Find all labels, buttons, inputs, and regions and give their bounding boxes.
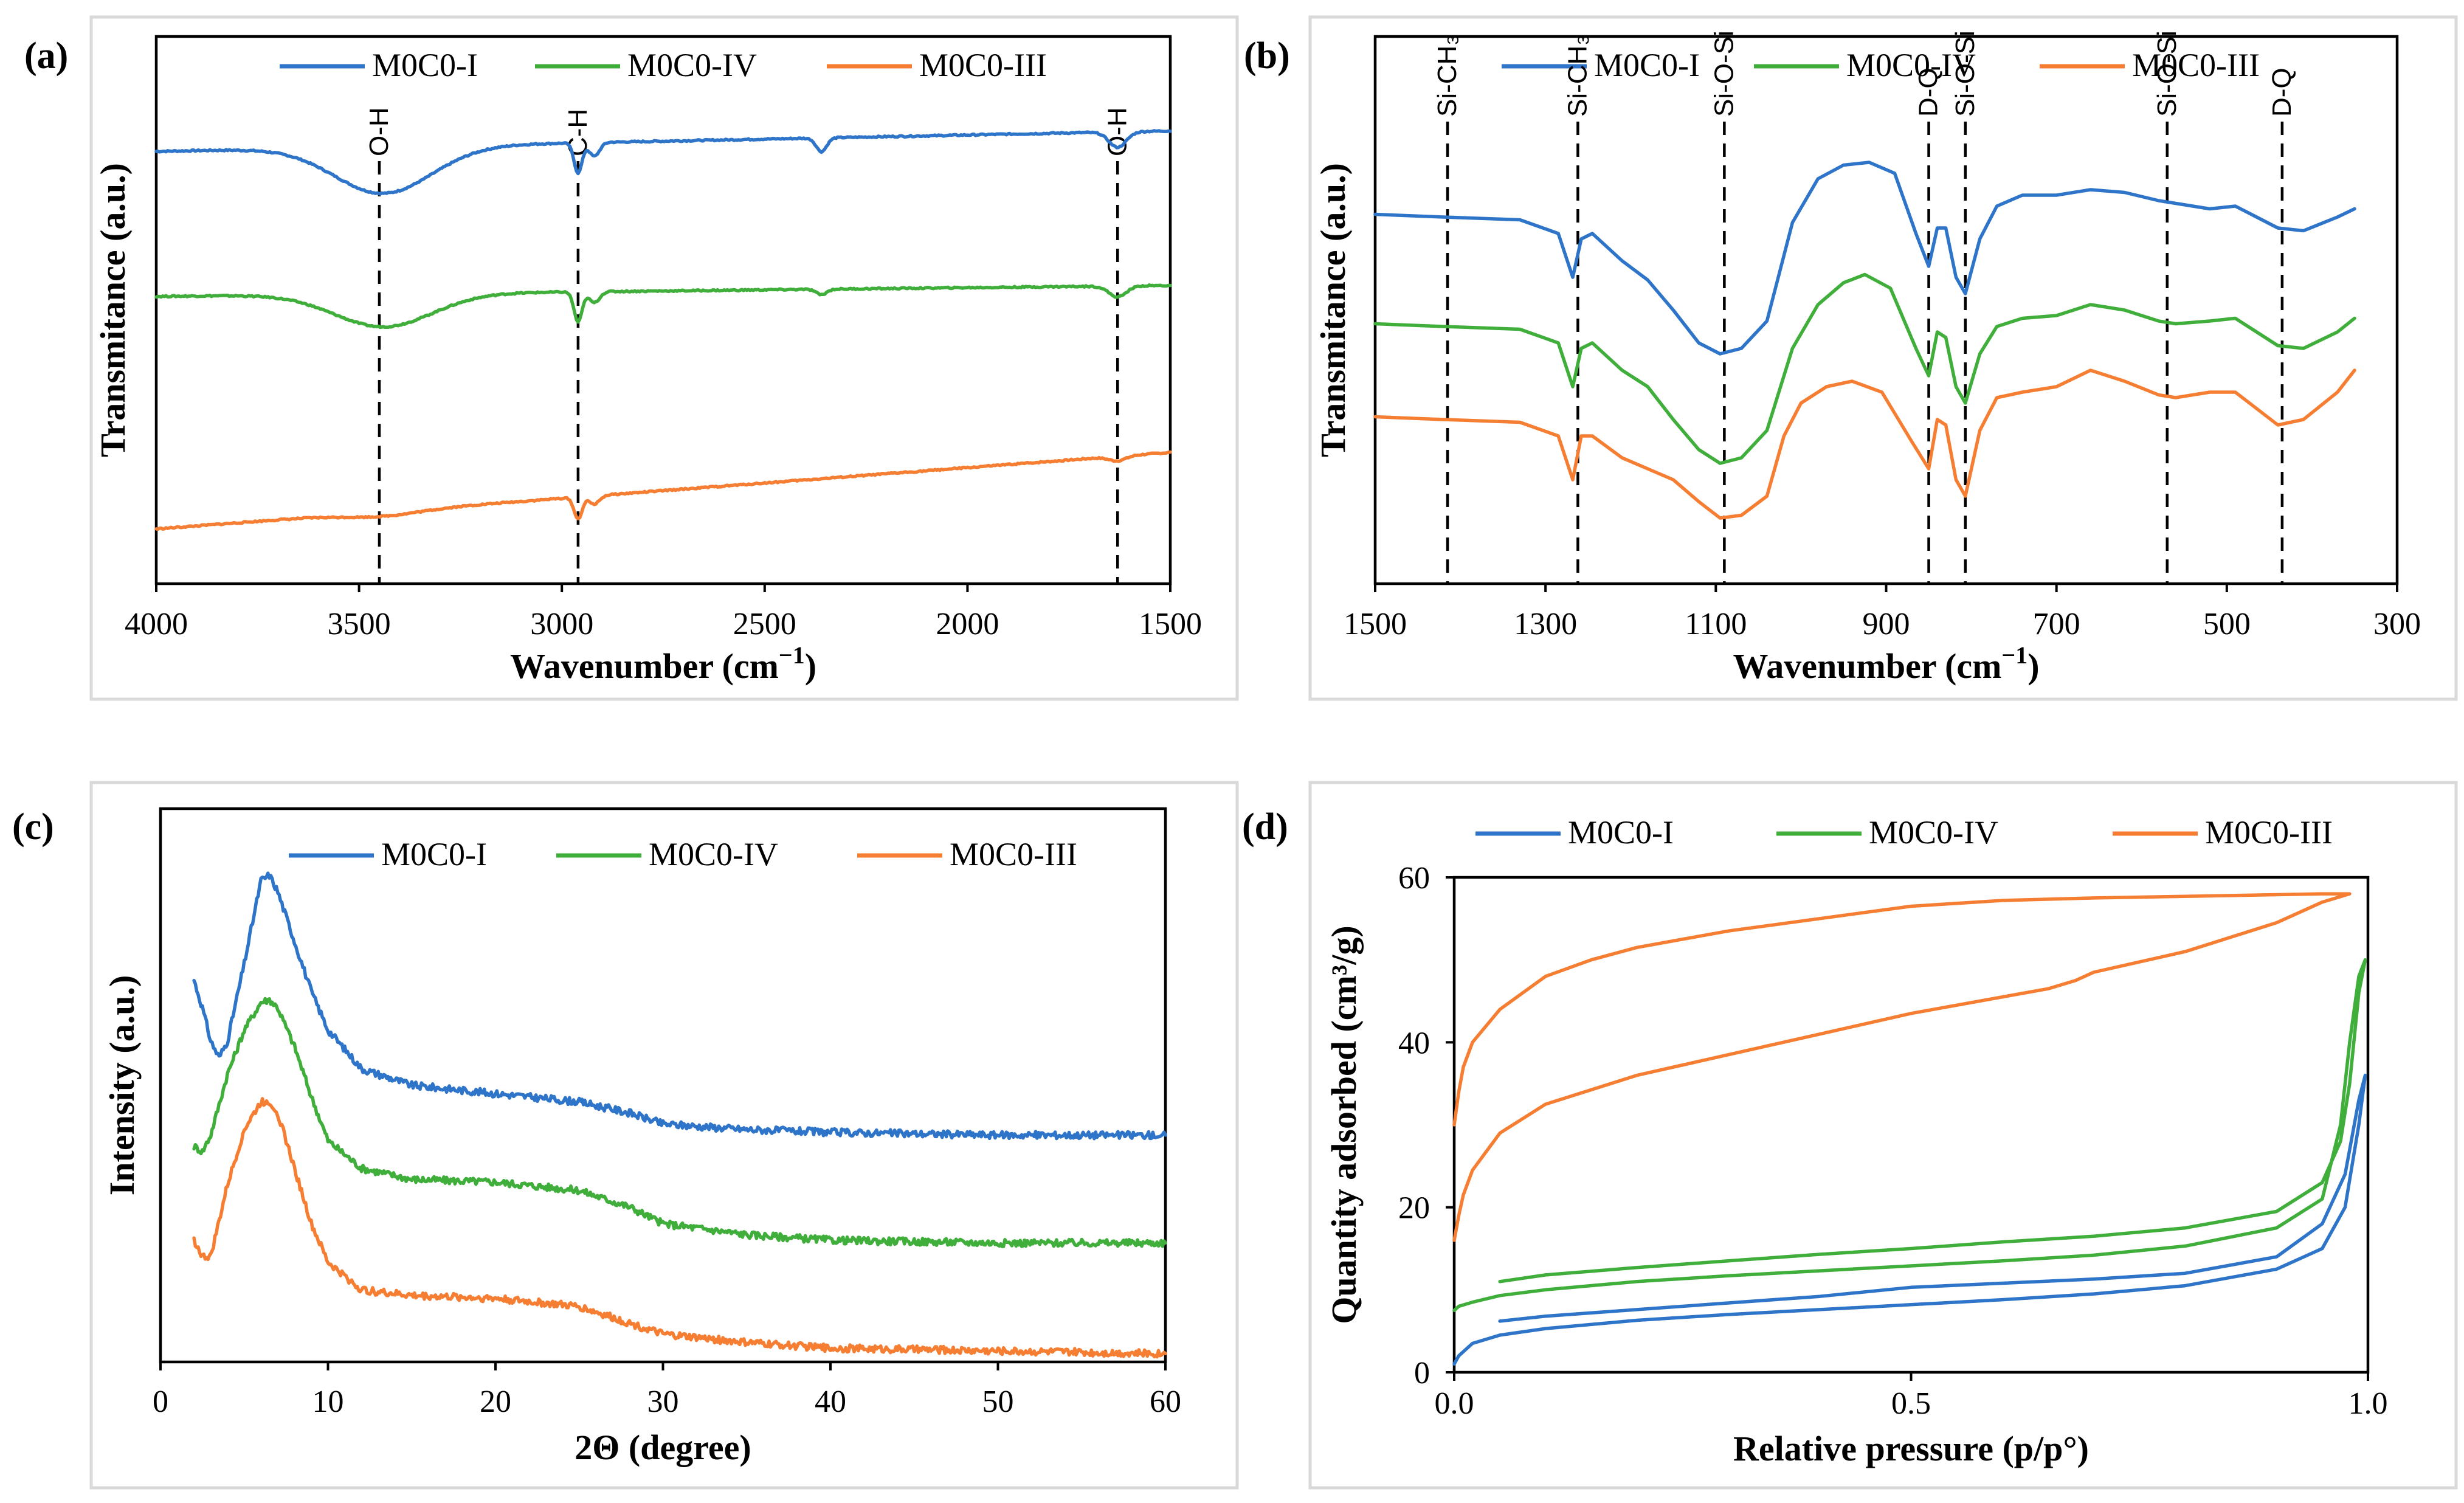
y-axis-title-d: Quantity adsorbed (cm³/g) xyxy=(1324,925,1364,1324)
panel-d-frame xyxy=(1308,781,2458,1490)
x-tick-label-a: 3500 xyxy=(328,607,391,641)
series-line-b-M0C0-IV xyxy=(1373,272,2356,465)
legend-label-a-2: M0C0-III xyxy=(919,47,1047,83)
x-tick-label-b: 1500 xyxy=(1344,607,1407,641)
x-tick-label-c: 20 xyxy=(480,1384,511,1419)
x-tick-label-b: 300 xyxy=(2373,607,2421,641)
x-axis-title-c: 2Θ (degree) xyxy=(575,1428,751,1467)
x-axis-title-d: Relative pressure (p/p°) xyxy=(1733,1429,2089,1468)
x-tick-label-b: 1100 xyxy=(1685,607,1747,641)
chart-panel-d: (d) 0.0 0.5 1.0 0 20 40 60 Relative pressure (p/… xyxy=(1242,806,2388,1468)
annotation-label-b-4: Si-O-Si xyxy=(1950,30,1980,117)
legend-label-d-0: M0C0-I xyxy=(1568,814,1674,851)
x-tick-label-a: 2500 xyxy=(733,607,796,641)
legend-label-d-1: M0C0-IV xyxy=(1869,814,1998,851)
series-line-a-M0C0-IV xyxy=(154,283,1172,330)
x-axis-title-end-a: ) xyxy=(805,646,816,686)
annotation-label-a-1: C-H xyxy=(563,109,593,156)
x-tick-label-d: 0.5 xyxy=(1891,1386,1931,1421)
legend-label-c-0: M0C0-I xyxy=(381,836,487,872)
series-line-b-M0C0-III xyxy=(1373,368,2356,520)
annotation-label-b-5: Si-O-Si xyxy=(2152,30,2182,117)
series-line-b-M0C0-I xyxy=(1373,161,2356,356)
panel-b-frame xyxy=(1308,15,2458,701)
series-line-a-M0C0-I xyxy=(154,129,1172,196)
x-axis-title-a: Wavenumber (cm−1) xyxy=(510,641,816,686)
annotation-label-b-0: Si-CH₃ xyxy=(1432,35,1462,117)
x-tick-label-c: 0 xyxy=(153,1384,168,1419)
x-tick-label-b: 900 xyxy=(1863,607,1910,641)
y-tick-label-d: 20 xyxy=(1398,1191,1430,1226)
chart-panel-a: (a) 4000 3500 3000 2500 2000 1500 Wavenumber (c… xyxy=(24,35,1202,686)
chart-panel-c: (c) 0 10 20 30 40 50 60 2Θ (degree) Intensity (a.… xyxy=(12,806,1181,1467)
y-axis-title-c: Intensity (a.u.) xyxy=(102,975,142,1196)
x-axis-title-b: Wavenumber (cm−1) xyxy=(1733,641,2039,686)
y-tick-label-d: 0 xyxy=(1414,1356,1430,1391)
y-axis-title-a: Transmitance (a.u.) xyxy=(93,163,133,457)
y-tick-label-d: 60 xyxy=(1398,861,1430,896)
y-tick-label-d: 40 xyxy=(1398,1026,1430,1060)
annotation-label-b-1: Si-CH₃ xyxy=(1562,35,1592,117)
x-tick-label-c: 60 xyxy=(1150,1384,1181,1419)
x-tick-label-a: 1500 xyxy=(1139,607,1202,641)
x-tick-label-d: 0.0 xyxy=(1435,1386,1474,1421)
x-tick-label-a: 2000 xyxy=(936,607,999,641)
legend-label-d-2: M0C0-III xyxy=(2205,814,2333,851)
legend-label-b-0: M0C0-I xyxy=(1594,47,1700,83)
panel-label-d: (d) xyxy=(1242,806,1288,848)
legend-label-a-1: M0C0-IV xyxy=(627,47,757,83)
legend-label-b-2: M0C0-III xyxy=(2132,47,2260,83)
y-axis-title-b: Transmitance (a.u.) xyxy=(1313,163,1353,457)
panel-label-c: (c) xyxy=(12,806,54,848)
legend-label-c-2: M0C0-III xyxy=(950,836,1077,872)
series-line-c-M0C0-I xyxy=(192,871,1167,1141)
x-tick-label-b: 700 xyxy=(2033,607,2080,641)
x-axis-title-sup-b: −1 xyxy=(2001,641,2027,669)
chart-panel-b: (b) 1500 1300 1100 900 700 500 300 Wavenumber (c… xyxy=(1244,30,2421,686)
x-axis-title-sup-a: −1 xyxy=(779,641,805,669)
x-tick-label-a: 3000 xyxy=(530,607,593,641)
x-tick-label-c: 50 xyxy=(982,1384,1014,1419)
series-line-c-M0C0-IV xyxy=(192,997,1167,1248)
plot-area-a xyxy=(154,35,1172,586)
series-line-a-M0C0-III xyxy=(154,450,1172,531)
annotation-label-b-3: D-Q xyxy=(1914,67,1944,117)
x-tick-label-c: 10 xyxy=(312,1384,344,1419)
x-axis-title-end-b: ) xyxy=(2027,646,2039,686)
x-tick-label-a: 4000 xyxy=(125,607,188,641)
x-tick-label-c: 40 xyxy=(815,1384,846,1419)
legend-label-a-0: M0C0-I xyxy=(372,47,478,83)
series-line-c-M0C0-III xyxy=(192,1097,1167,1359)
x-tick-label-b: 500 xyxy=(2203,607,2251,641)
x-tick-label-c: 30 xyxy=(647,1384,679,1419)
annotation-label-b-2: Si-O-Si xyxy=(1709,30,1739,117)
series-line-d-M0C0-III xyxy=(1452,892,2352,1242)
panel-a-frame xyxy=(89,15,1239,701)
panel-label-a: (a) xyxy=(24,35,68,77)
annotation-label-a-0: O-H xyxy=(364,107,394,156)
series-line-d-M0C0-IV xyxy=(1452,958,2367,1313)
legend-label-b-1: M0C0-IV xyxy=(1846,47,1976,83)
series-line-d-M0C0-I xyxy=(1452,1073,2367,1366)
x-tick-label-b: 1300 xyxy=(1514,607,1577,641)
panel-label-b: (b) xyxy=(1244,35,1290,77)
annotation-label-b-6: D-Q xyxy=(2267,67,2297,117)
x-tick-label-d: 1.0 xyxy=(2348,1386,2388,1421)
legend-label-c-1: M0C0-IV xyxy=(649,836,778,872)
